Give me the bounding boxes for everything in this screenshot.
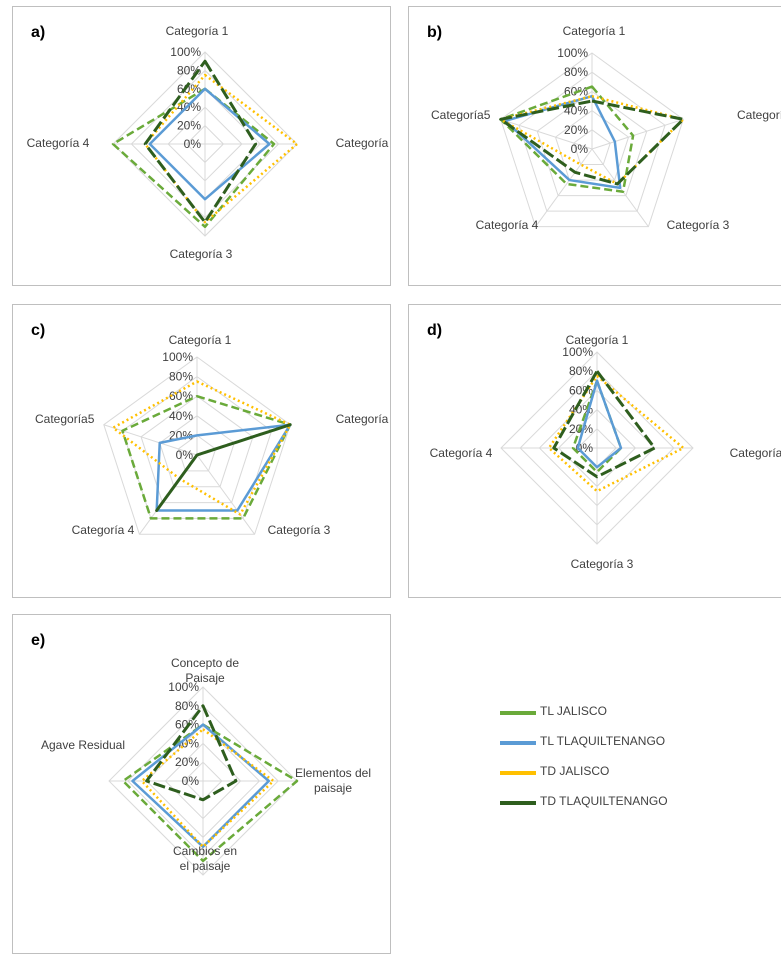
radar-tick-label: 0% bbox=[571, 142, 589, 156]
radar-grid-ring bbox=[177, 434, 217, 472]
radar-tick-label: 100% bbox=[162, 350, 193, 364]
radar-category-label: Categoría 3 bbox=[268, 523, 331, 537]
legend-label: TL TLAQUILTENANGO bbox=[540, 734, 666, 748]
radar-tick-label: 20% bbox=[177, 119, 201, 133]
radar-tick-label: 20% bbox=[564, 123, 588, 137]
radar-series-tl-tlaquiltenango bbox=[131, 723, 271, 849]
legend-label: TD TLAQUILTENANGO bbox=[540, 794, 668, 808]
panel-label: a) bbox=[31, 24, 45, 41]
radar-category-label: Categoría 2 bbox=[336, 412, 392, 426]
radar-grid-ring bbox=[121, 375, 273, 519]
radar-spoke bbox=[535, 148, 593, 227]
radar-grid-ring bbox=[554, 109, 630, 181]
radar-chart-a: a)0%20%40%60%80%100%Categoría 1Categoría… bbox=[27, 24, 392, 261]
radar-series-tl-tlaquiltenango bbox=[148, 87, 271, 201]
radar-category-label: Categoría 1 bbox=[169, 333, 232, 347]
panel-label: e) bbox=[31, 632, 45, 649]
radar-chart-b: b)0%20%40%60%80%100%Categoría 1Categoría… bbox=[427, 24, 781, 232]
legend-swatch bbox=[500, 741, 536, 745]
radar-series-td-tlaquiltenango bbox=[552, 369, 657, 479]
radar-spoke bbox=[196, 454, 256, 535]
radar-category-label: Categoría 2 bbox=[730, 446, 781, 460]
radar-tick-label: 80% bbox=[564, 65, 588, 79]
radar-tick-label: 100% bbox=[168, 680, 199, 694]
radar-tick-label: 100% bbox=[557, 46, 588, 60]
panel-label: c) bbox=[31, 322, 45, 339]
radar-category-label: Categoría 4 bbox=[430, 446, 493, 460]
radar-tick-label: 60% bbox=[569, 383, 593, 397]
radar-series-tl-tlaquiltenango bbox=[504, 94, 622, 190]
radar-category-label: Categoría 2 bbox=[336, 136, 392, 150]
radar-category-label: Categoría 4 bbox=[27, 136, 90, 150]
radar-tick-label: 0% bbox=[176, 448, 194, 462]
radar-category-label: Categoría 4 bbox=[476, 218, 539, 232]
legend-label: TD JALISCO bbox=[540, 764, 610, 778]
radar-category-label: Categoría5 bbox=[431, 108, 491, 122]
radar-grid-ring bbox=[103, 356, 291, 535]
radar-category-label: Categoría 3 bbox=[667, 218, 730, 232]
radar-panel-d: d) 0% 20% 40% 60% 80% 100% Categoría 1 Categoría… bbox=[408, 304, 781, 598]
radar-series-td-jalisco bbox=[143, 73, 299, 224]
radar-tick-label: 80% bbox=[169, 370, 193, 384]
radar-category-label: Categoría 1 bbox=[566, 333, 629, 347]
radar-spoke bbox=[591, 118, 684, 150]
radar-spoke bbox=[103, 424, 198, 456]
radar-series-tl-jalisco bbox=[121, 394, 292, 520]
radar-series-tl-jalisco bbox=[121, 723, 299, 863]
panel-label: d) bbox=[427, 322, 442, 339]
radar-tick-label: 0% bbox=[182, 774, 200, 788]
radar-grid-ring bbox=[159, 415, 235, 488]
radar-category-label: Categoría5 bbox=[35, 412, 95, 426]
radar-series-td-tlaquiltenango bbox=[143, 59, 258, 224]
radar-tick-label: 100% bbox=[170, 45, 201, 59]
radar-tick-label: 20% bbox=[175, 755, 199, 769]
radar-category-label: Categoría 2 bbox=[737, 108, 781, 122]
radar-panel-b: b)0%20%40%60%80%100%Categoría 1Categoría… bbox=[408, 6, 781, 286]
radar-grid-ring bbox=[573, 129, 611, 166]
radar-category-label: Categoría 3 bbox=[170, 247, 233, 261]
radar-category-label: Cambios en el paisaje bbox=[173, 844, 237, 873]
radar-chart-e: e)0%20%40%60%80%100%Concepto de PaisajeEl… bbox=[31, 632, 371, 876]
radar-series-tl-jalisco bbox=[571, 379, 623, 474]
radar-panel-a: a) 0% 20% 40% 60% 80% 100% Categoría 1 Categoría… bbox=[12, 6, 392, 286]
radar-category-label: Categoría 4 bbox=[72, 523, 135, 537]
radar-category-label: Categoría 1 bbox=[563, 24, 626, 38]
radar-spoke bbox=[500, 118, 593, 150]
radar-series-tl-tlaquiltenango bbox=[155, 423, 292, 512]
legend-swatch bbox=[500, 771, 536, 775]
radar-panel-c: c) 0% 20% 40% 60% 80% 100% Categoría 1 Categoría… bbox=[12, 304, 392, 598]
legend-swatch bbox=[500, 711, 536, 715]
radar-series-td-tlaquiltenango bbox=[145, 704, 238, 802]
radar-grid-ring bbox=[518, 71, 666, 212]
radar-tick-label: 40% bbox=[169, 409, 193, 423]
radar-chart-c: c)0%20%40%60%80%100%Categoría 1Categoría… bbox=[31, 322, 392, 537]
radar-tick-label: 80% bbox=[569, 364, 593, 378]
radar-series-td-tlaquiltenango bbox=[499, 99, 685, 186]
radar-series-tl-tlaquiltenango bbox=[576, 379, 623, 469]
radar-tick-label: 40% bbox=[564, 104, 588, 118]
radar-chart-d: d)0%20%40%60%80%100%Categoría 1Categoría… bbox=[427, 322, 781, 571]
radar-series-td-jalisco bbox=[140, 728, 275, 849]
radar-tick-label: 100% bbox=[562, 345, 593, 359]
radar-category-label: Elementos del paisaje bbox=[295, 766, 371, 795]
legend-label: TL JALISCO bbox=[540, 704, 607, 718]
radar-series-tl-jalisco bbox=[499, 85, 635, 193]
radar-series-tl-jalisco bbox=[111, 87, 276, 229]
radar-category-label: Agave Residual bbox=[41, 738, 125, 752]
radar-category-label: Categoría 1 bbox=[166, 24, 229, 38]
radar-series-td-jalisco bbox=[111, 380, 292, 516]
radar-grid-ring bbox=[536, 90, 648, 197]
radar-category-label: Categoría 3 bbox=[571, 557, 634, 571]
radar-panel-e: e) 0% 20% 40% 60% 80% 100% Concepto de Paisaje El… bbox=[12, 614, 391, 954]
legend-swatch bbox=[500, 801, 536, 805]
radar-grid-ring bbox=[500, 52, 684, 228]
radar-series-td-tlaquiltenango bbox=[155, 423, 292, 512]
radar-tick-label: 0% bbox=[184, 137, 202, 151]
panel-label: b) bbox=[427, 24, 442, 41]
radar-category-label: Concepto de Paisaje bbox=[171, 656, 239, 685]
radar-tick-label: 80% bbox=[175, 699, 199, 713]
